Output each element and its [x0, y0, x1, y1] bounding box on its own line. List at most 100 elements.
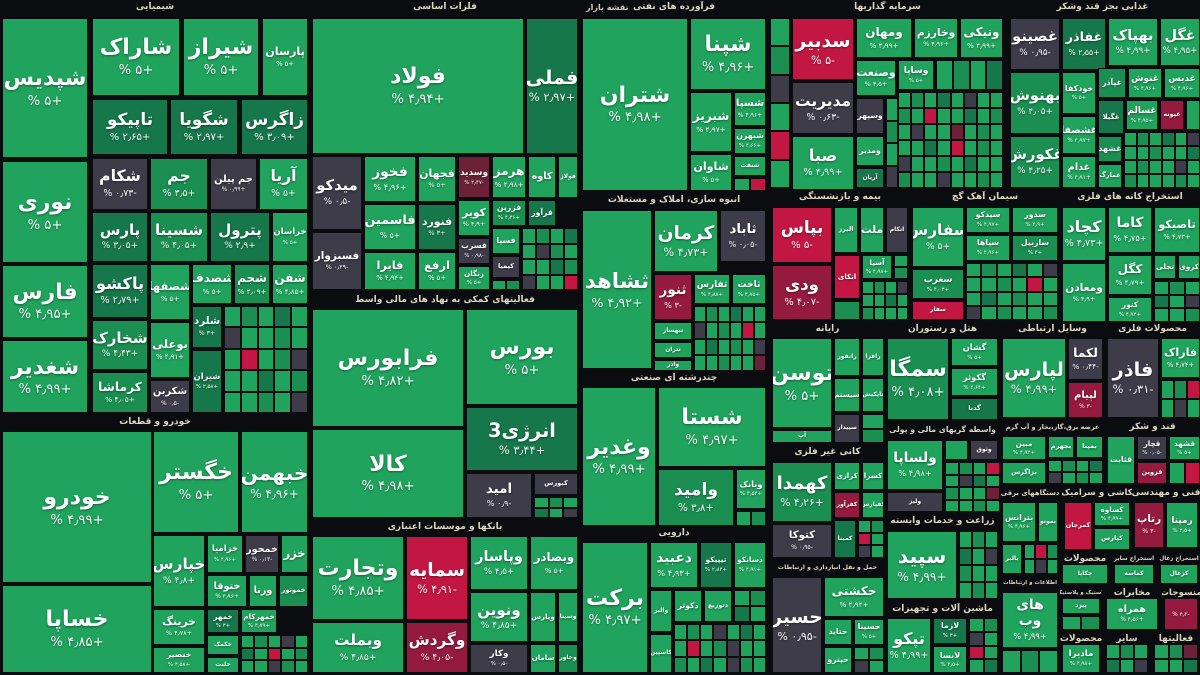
- stock-tile-small[interactable]: [1042, 263, 1058, 278]
- stock-tile-small[interactable]: [1042, 277, 1058, 292]
- stock-tile-small[interactable]: [550, 228, 564, 244]
- stock-tile-small[interactable]: [869, 660, 884, 673]
- stock-tile[interactable]: وثوق: [970, 440, 998, 460]
- stock-tile-small[interactable]: [862, 414, 884, 429]
- stock-tile-small[interactable]: [871, 520, 884, 533]
- stock-tile[interactable]: ملت: [860, 207, 884, 253]
- stock-tile[interactable]: برکت +۴٫۹۷ %: [582, 542, 648, 673]
- stock-tile-small[interactable]: [966, 263, 982, 278]
- stock-tile[interactable]: کبورس: [534, 473, 578, 495]
- stock-tile-small[interactable]: [989, 108, 1003, 124]
- stock-tile-small[interactable]: [911, 140, 925, 156]
- stock-tile[interactable]: ثنور -۳ %: [654, 274, 692, 320]
- stock-tile[interactable]: کاسپین: [650, 634, 672, 673]
- stock-tile[interactable]: حتاید: [824, 619, 852, 645]
- stock-tile[interactable]: بهنوش +۴٫۰۵ %: [1010, 72, 1060, 134]
- stock-tile-small[interactable]: [896, 307, 908, 320]
- stock-tile[interactable]: حکشتی +۴٫۹۴ %: [824, 577, 884, 617]
- stock-tile[interactable]: خمهر +۳ %: [207, 609, 239, 633]
- stock-tile-small[interactable]: [241, 647, 255, 661]
- stock-tile-small[interactable]: [726, 656, 740, 673]
- stock-tile-small[interactable]: [950, 140, 964, 156]
- stock-tile[interactable]: خبهمن +۴٫۹۶ %: [241, 431, 308, 533]
- stock-tile[interactable]: ونیکی +۴٫۹۹ %: [960, 18, 1003, 58]
- stock-tile-small[interactable]: [1162, 160, 1175, 174]
- stock-tile[interactable]: فسپا: [492, 228, 520, 254]
- stock-tile[interactable]: شگویا +۲٫۹۷ %: [170, 99, 238, 155]
- stock-tile-small[interactable]: [873, 307, 885, 320]
- stock-tile-small[interactable]: [1042, 305, 1058, 320]
- stock-tile[interactable]: همراه +۴٫۵۶ %: [1106, 598, 1158, 630]
- stock-tile[interactable]: رتاپ -۳ %: [1134, 502, 1164, 548]
- stock-tile-small[interactable]: [1046, 544, 1058, 559]
- stock-tile-small[interactable]: [886, 165, 898, 188]
- stock-tile[interactable]: غدام +۴٫۹۱ %: [1062, 156, 1096, 188]
- stock-tile-small[interactable]: [972, 531, 985, 548]
- stock-tile[interactable]: شنفت: [734, 156, 766, 176]
- stock-tile-small[interactable]: [1120, 658, 1134, 673]
- stock-tile-small[interactable]: [950, 156, 964, 172]
- stock-tile[interactable]: وآذر: [654, 360, 692, 371]
- stock-tile-small[interactable]: [1136, 132, 1150, 146]
- stock-tile[interactable]: ورنا: [249, 575, 277, 607]
- stock-tile-small[interactable]: [706, 306, 718, 323]
- stock-tile[interactable]: گکوثر +۴٫۶۴ %: [951, 368, 998, 396]
- stock-tile[interactable]: ومعادن +۴٫۹ %: [1062, 263, 1106, 322]
- stock-tile-small[interactable]: [924, 172, 938, 188]
- stock-tile[interactable]: کگل +۴٫۷۹ %: [1108, 255, 1152, 295]
- stock-tile-small[interactable]: [945, 487, 959, 500]
- stock-tile[interactable]: شلرد +۳ %: [192, 306, 222, 348]
- stock-tile-small[interactable]: [976, 108, 990, 124]
- stock-tile-small[interactable]: [989, 172, 1003, 188]
- stock-tile-small[interactable]: [871, 532, 884, 546]
- stock-tile-small[interactable]: [563, 507, 578, 518]
- stock-tile-small[interactable]: [550, 274, 564, 290]
- stock-tile[interactable]: گدنا: [951, 398, 998, 420]
- stock-tile[interactable]: رافزا: [862, 338, 884, 376]
- stock-tile[interactable]: فسرب -۰٫۹۸ %: [458, 238, 490, 264]
- stock-tile-small[interactable]: [548, 497, 564, 508]
- stock-tile[interactable]: ختوقا +۴٫۹۶ %: [207, 575, 247, 607]
- stock-tile[interactable]: نوری +۵ %: [2, 161, 88, 263]
- stock-tile[interactable]: بالبر: [1002, 544, 1022, 574]
- stock-tile-small[interactable]: [886, 120, 898, 143]
- stock-tile-small[interactable]: [950, 124, 964, 140]
- stock-tile-small[interactable]: [752, 624, 766, 641]
- stock-tile-small[interactable]: [952, 60, 970, 90]
- stock-tile-small[interactable]: [1046, 559, 1058, 574]
- stock-tile[interactable]: زنگان +۵ %: [458, 266, 490, 290]
- stock-tile-small[interactable]: [983, 631, 998, 646]
- stock-tile-small[interactable]: [1154, 308, 1170, 322]
- stock-tile[interactable]: شستا +۴٫۹۷ %: [658, 387, 766, 467]
- stock-tile[interactable]: شپدیس +۵ %: [2, 18, 88, 158]
- stock-tile-small[interactable]: [858, 545, 871, 558]
- stock-tile-small[interactable]: [742, 322, 754, 339]
- stock-tile[interactable]: شیراز +۵ %: [183, 18, 259, 96]
- stock-tile-small[interactable]: [937, 108, 951, 124]
- stock-tile[interactable]: کپارس: [1094, 528, 1130, 550]
- stock-tile-small[interactable]: [958, 462, 973, 475]
- stock-tile[interactable]: بترانس +۴٫۹۶ %: [1002, 502, 1036, 542]
- stock-tile[interactable]: مدیریت -۰٫۶۳ %: [792, 82, 854, 134]
- stock-tile-small[interactable]: [1075, 472, 1090, 484]
- stock-tile-small[interactable]: [1174, 399, 1187, 418]
- stock-tile-small[interactable]: [969, 631, 984, 646]
- stock-tile-small[interactable]: [1154, 294, 1170, 309]
- stock-tile-small[interactable]: [770, 46, 790, 75]
- stock-tile[interactable]: خپارس +۴٫۸ %: [153, 535, 205, 607]
- stock-tile-small[interactable]: [734, 606, 750, 622]
- stock-tile-small[interactable]: [700, 656, 714, 673]
- stock-tile-small[interactable]: [981, 305, 997, 320]
- stock-tile[interactable]: [1186, 100, 1200, 130]
- stock-tile-small[interactable]: [862, 281, 874, 294]
- stock-tile[interactable]: خزر: [281, 535, 308, 573]
- stock-tile[interactable]: لپیام -۳ %: [1068, 382, 1103, 418]
- stock-tile[interactable]: مادیرا +۴٫۹۸ %: [1062, 644, 1100, 673]
- stock-tile-small[interactable]: [1089, 460, 1103, 472]
- stock-tile-small[interactable]: [522, 228, 536, 244]
- stock-tile-small[interactable]: [885, 281, 897, 294]
- stock-tile[interactable]: فاذر -۰٫۳۱ %: [1107, 338, 1159, 418]
- stock-tile-small[interactable]: [294, 647, 308, 661]
- stock-tile-small[interactable]: [1027, 277, 1043, 292]
- stock-tile-small[interactable]: [1061, 460, 1076, 472]
